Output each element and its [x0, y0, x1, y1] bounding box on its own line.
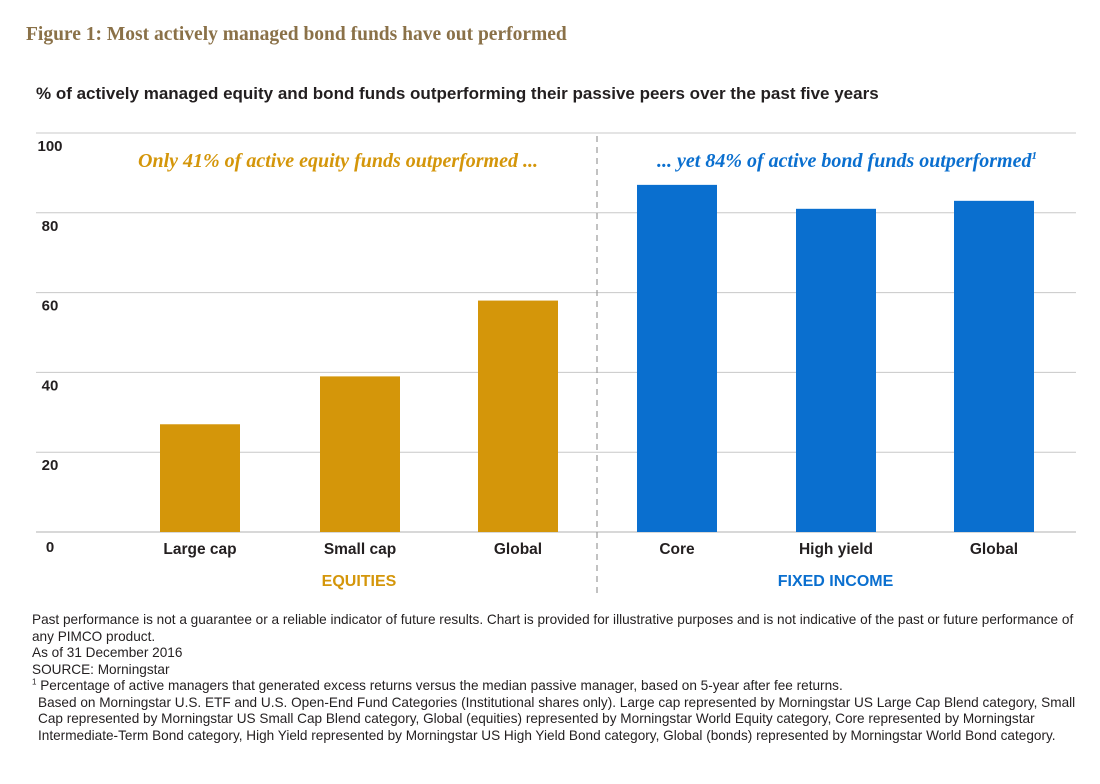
source-text: SOURCE: Morningstar [32, 661, 170, 677]
bar-large-cap [160, 424, 240, 532]
y-tick-label: 0 [46, 539, 54, 556]
footnote-text: Percentage of active managers that gener… [40, 678, 843, 693]
disclaimer-text: Past performance is not a guarantee or a… [32, 612, 1074, 644]
y-tick-label: 80 [42, 218, 59, 235]
x-tick-label: Small cap [324, 541, 396, 558]
y-tick-label: 20 [42, 457, 59, 474]
chart-subtitle: % of actively managed equity and bond fu… [36, 84, 879, 103]
group-annotation: Only 41% of active equity funds outperfo… [138, 150, 538, 172]
group-annotation: ... yet 84% of active bond funds outperf… [657, 150, 1037, 172]
bar-small-cap [320, 376, 400, 532]
bar-chart: 0 20 40 60 80 100 Large cap Small cap Global EQUI… [36, 132, 1076, 598]
figure-title: Figure 1: Most actively managed bond fun… [26, 24, 567, 45]
bar-high-yield [796, 208, 876, 532]
y-tick-label: 60 [42, 298, 59, 315]
footnote-mark: 1 [32, 677, 37, 687]
chart-notes: Past performance is not a guarantee or a… [32, 612, 1082, 744]
footnote: 1 Percentage of active managers that gen… [32, 678, 1082, 695]
x-tick-label: Core [659, 541, 695, 558]
as-of-date: As of 31 December 2016 [32, 645, 183, 660]
y-tick-label: 100 [37, 138, 62, 155]
group-label: FIXED INCOME [778, 573, 894, 590]
y-tick-label: 40 [42, 377, 59, 394]
x-tick-label: Global [494, 541, 542, 558]
group-label: EQUITIES [322, 573, 397, 590]
x-tick-label: High yield [799, 541, 873, 558]
annotation-footnote-mark: 1 [1031, 150, 1037, 162]
x-tick-label: Large cap [163, 541, 236, 558]
methodology-text: Based on Morningstar U.S. ETF and U.S. O… [38, 694, 1076, 743]
bar-core [637, 184, 717, 532]
x-tick-label: Global [970, 541, 1018, 558]
bar-global [954, 200, 1034, 532]
bar-global [478, 300, 558, 532]
